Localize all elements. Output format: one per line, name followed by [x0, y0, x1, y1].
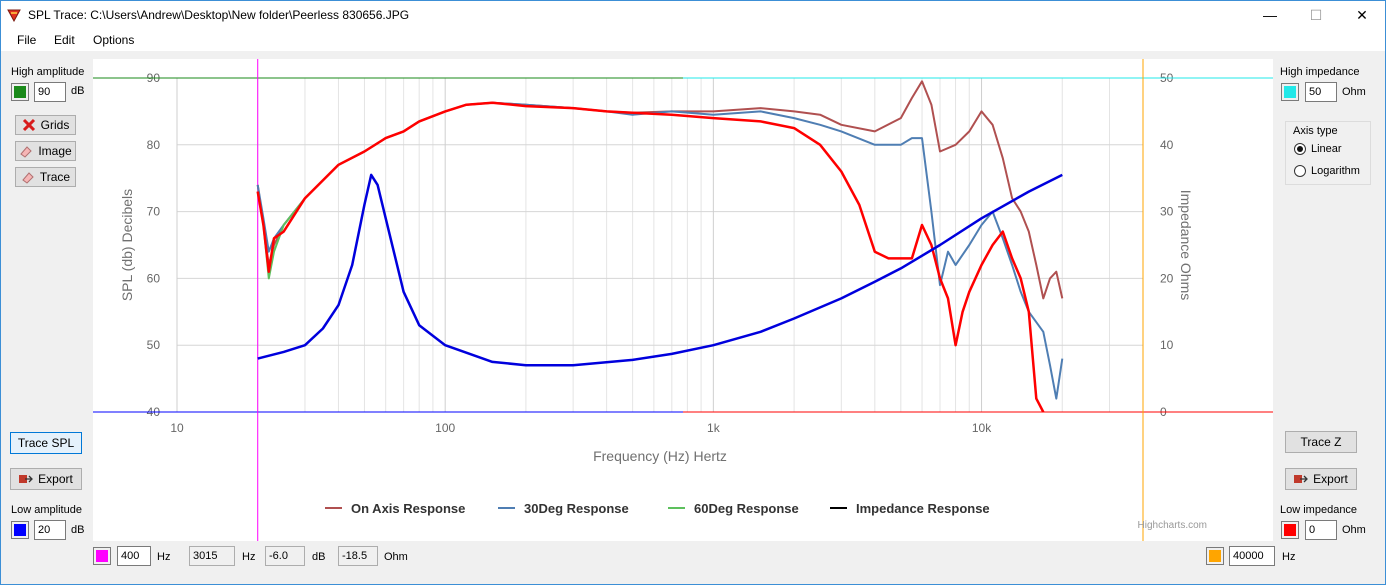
app-logo-icon [7, 9, 21, 22]
axis-log-label: Logarithm [1311, 165, 1360, 177]
export-z-button[interactable]: Export [1285, 468, 1357, 490]
trace-z-button-label: Trace Z [1300, 435, 1342, 449]
x-tick-label: 10 [170, 421, 184, 435]
high-amplitude-label: High amplitude [11, 66, 85, 78]
x-axis-title: Frequency (Hz) Hertz [593, 448, 727, 464]
right-marker-color-swatch[interactable] [1206, 547, 1224, 565]
y-right-tick-label: 10 [1160, 338, 1174, 352]
left-frequency-input[interactable] [117, 546, 151, 566]
minimize-button[interactable]: — [1263, 7, 1277, 23]
right-marker-color-fill [1209, 550, 1221, 562]
high-impedance-label: High impedance [1280, 66, 1360, 78]
close-button[interactable]: ✕ [1356, 6, 1368, 23]
low-impedance-label: Low impedance [1280, 504, 1358, 516]
y-right-tick-label: 20 [1160, 271, 1174, 285]
y-right-tick-label: 40 [1160, 138, 1174, 152]
menu-options[interactable]: Options [93, 33, 135, 47]
high-impedance-color-fill [1284, 86, 1296, 98]
menu-bar: File Edit Options [1, 29, 1385, 51]
y-tick-label: 60 [147, 271, 161, 285]
legend-item-label: On Axis Response [351, 501, 465, 516]
axis-type-group: Axis type Linear Logarithm [1285, 121, 1371, 185]
right-frequency-unit: Hz [1282, 551, 1296, 563]
high-impedance-input[interactable] [1305, 82, 1337, 102]
high-amplitude-color-fill [14, 86, 26, 98]
export-spl-button[interactable]: Export [10, 468, 82, 490]
cursor-ohm-unit: Ohm [384, 551, 408, 563]
legend-item-label: Impedance Response [856, 501, 990, 516]
x-tick-label: 10k [972, 421, 992, 435]
trace-button[interactable]: Trace [15, 167, 76, 187]
low-amplitude-color-swatch[interactable] [11, 521, 29, 539]
y-right-tick-label: 30 [1160, 205, 1174, 219]
low-amplitude-input[interactable] [34, 520, 66, 540]
cursor-ohm-readout [338, 546, 378, 566]
grids-button[interactable]: Grids [15, 115, 76, 135]
eraser-icon [20, 146, 33, 158]
right-frequency-input[interactable] [1229, 546, 1275, 566]
export-button-label: Export [38, 472, 73, 486]
trace-button-label: Trace [39, 170, 71, 184]
high-amplitude-input[interactable] [34, 82, 66, 102]
left-frequency-unit: Hz [157, 551, 171, 563]
eraser-icon [22, 172, 34, 184]
grids-button-label: Grids [40, 118, 70, 132]
y-tick-label: 80 [147, 138, 161, 152]
cursor-frequency-unit: Hz [242, 551, 256, 563]
axis-linear-label: Linear [1311, 143, 1342, 155]
export-arrow-icon [19, 475, 34, 483]
cursor-db-readout [265, 546, 305, 566]
trace-spl-button-label: Trace SPL [17, 436, 75, 450]
maximize-button[interactable]: ☐ [1309, 6, 1323, 23]
high-amplitude-unit: dB [71, 85, 85, 97]
export-arrow-icon [1294, 475, 1309, 483]
series-line-4 [256, 101, 1045, 413]
image-button[interactable]: Image [15, 141, 76, 161]
series-line-1 [256, 101, 1064, 400]
high-impedance-color-swatch[interactable] [1281, 83, 1299, 101]
low-impedance-input[interactable] [1305, 520, 1337, 540]
low-amplitude-label: Low amplitude [11, 504, 82, 516]
y-tick-label: 70 [147, 205, 161, 219]
axis-type-label: Axis type [1293, 125, 1338, 137]
series-line-5 [257, 173, 1063, 367]
left-marker-color-fill [96, 550, 108, 562]
legend-item-label: 30Deg Response [524, 501, 629, 516]
y-axis-title: SPL (db) Decibels [119, 189, 135, 301]
low-impedance-color-swatch[interactable] [1281, 521, 1299, 539]
legend-item-label: 60Deg Response [694, 501, 799, 516]
axis-linear-radio[interactable] [1294, 143, 1306, 155]
image-button-label: Image [38, 144, 72, 158]
trace-z-button[interactable]: Trace Z [1285, 431, 1357, 453]
left-marker-color-swatch[interactable] [93, 547, 111, 565]
low-impedance-unit: Ohm [1342, 524, 1366, 536]
menu-file[interactable]: File [17, 33, 37, 47]
high-impedance-unit: Ohm [1342, 86, 1366, 98]
series-line-2 [256, 110, 446, 280]
window-title: SPL Trace: C:\Users\Andrew\Desktop\New f… [28, 8, 410, 22]
x-tick-label: 100 [435, 421, 455, 435]
y-tick-label: 50 [147, 338, 161, 352]
cursor-db-unit: dB [312, 551, 326, 563]
x-tick-label: 1k [707, 421, 721, 435]
trace-spl-button[interactable]: Trace SPL [10, 432, 82, 454]
chart-credit: Highcharts.com [1138, 520, 1207, 531]
menu-edit[interactable]: Edit [54, 33, 75, 47]
low-impedance-color-fill [1284, 524, 1296, 536]
low-amplitude-color-fill [14, 524, 26, 536]
y-right-axis-title: Impedance Ohms [1178, 190, 1194, 301]
close-x-icon [22, 118, 35, 132]
cursor-frequency-readout [189, 546, 235, 566]
axis-log-radio[interactable] [1294, 165, 1306, 177]
high-amplitude-color-swatch[interactable] [11, 83, 29, 101]
title-bar: SPL Trace: C:\Users\Andrew\Desktop\New f… [1, 1, 1385, 29]
low-amplitude-unit: dB [71, 524, 85, 536]
export-z-button-label: Export [1313, 472, 1348, 486]
